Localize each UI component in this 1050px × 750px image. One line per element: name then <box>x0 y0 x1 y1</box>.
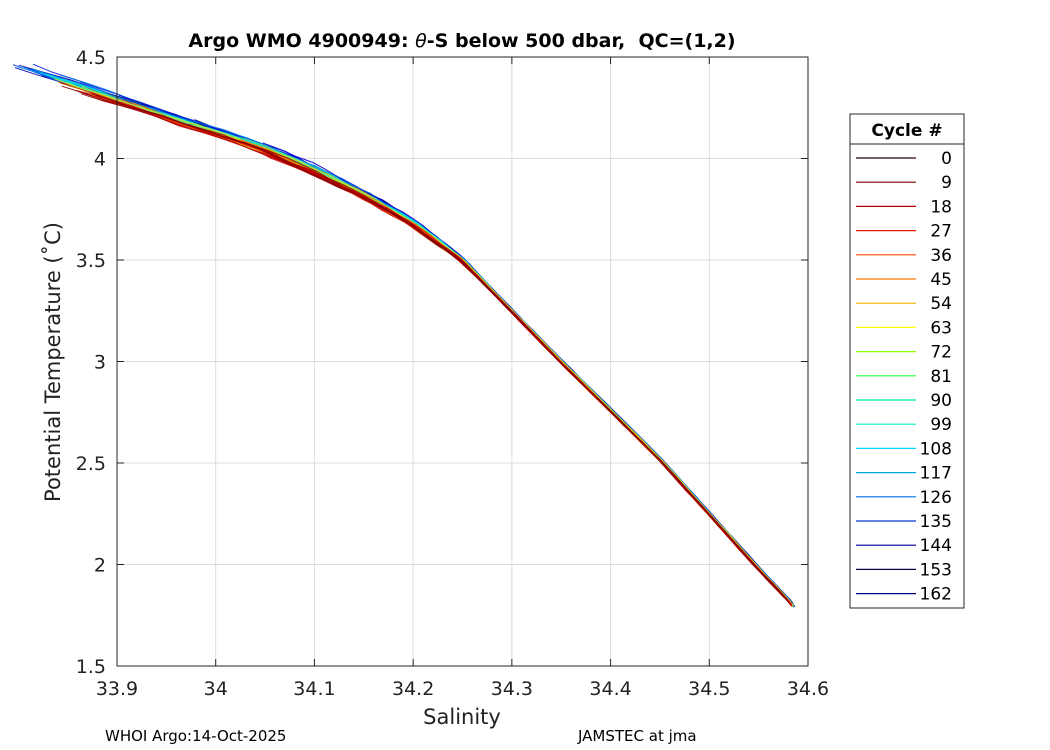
x-tick-label: 34.1 <box>293 678 335 700</box>
legend-label: 54 <box>930 294 952 314</box>
profile-line <box>91 93 790 604</box>
legend-label: 72 <box>930 343 952 363</box>
y-tick-label: 2.5 <box>76 453 106 475</box>
y-tick-label: 1.5 <box>76 656 106 678</box>
y-tick-labels: 1.5 2 2.5 3 3.5 4 4.5 <box>76 47 106 678</box>
chart-title: Argo WMO 4900949: θ-S below 500 dbar, QC… <box>188 30 735 52</box>
legend-box <box>849 113 965 609</box>
legend-label: 81 <box>930 367 952 387</box>
legend-label: 117 <box>920 464 952 484</box>
legend-label: 162 <box>920 585 952 605</box>
x-tick-label: 34 <box>204 678 228 700</box>
legend-label: 99 <box>930 415 952 435</box>
legend-label: 144 <box>920 536 952 556</box>
y-tick-label: 2 <box>94 555 106 577</box>
x-tick-labels: 33.9 34 34.1 34.2 34.3 34.4 34.5 34.6 <box>96 678 829 700</box>
x-tick-label: 34.3 <box>491 678 533 700</box>
y-tick-label: 4 <box>94 149 106 171</box>
legend-label: 0 <box>941 149 952 169</box>
legend-label: 18 <box>930 197 952 217</box>
legend-label: 90 <box>930 391 952 411</box>
x-tick-label: 33.9 <box>96 678 138 700</box>
y-tick-label: 4.5 <box>76 47 106 69</box>
x-tick-label: 34.2 <box>392 678 434 700</box>
legend-label: 63 <box>930 318 952 338</box>
x-axis-label: Salinity <box>423 705 501 729</box>
x-tick-label: 34.6 <box>787 678 829 700</box>
legend-label: 45 <box>930 270 952 290</box>
legend-entries: 0 9 18 27 36 45 54 63 72 81 90 99 108 117 126 135 144 153… <box>856 149 952 605</box>
y-tick-label: 3.5 <box>76 250 106 272</box>
legend-label: 27 <box>930 222 952 242</box>
legend: Cycle # 0 9 18 27 36 45 54 63 72 81 90 99 108 117 126 1… <box>849 113 965 609</box>
footer-left: WHOI Argo:14-Oct-2025 <box>105 727 286 745</box>
x-tick-label: 34.4 <box>589 678 631 700</box>
y-tick-label: 3 <box>94 352 106 374</box>
legend-label: 126 <box>920 488 952 508</box>
legend-label: 36 <box>930 246 952 266</box>
x-tick-label: 34.5 <box>688 678 730 700</box>
axis-ticks <box>116 56 809 667</box>
legend-label: 153 <box>920 560 952 580</box>
profile-curves <box>12 63 796 608</box>
legend-label: 9 <box>941 173 952 193</box>
legend-label: 108 <box>920 439 952 459</box>
footer-right: JAMSTEC at jma <box>577 727 697 745</box>
legend-title: Cycle # <box>871 121 942 141</box>
legend-label: 135 <box>920 512 952 532</box>
y-axis-label: Potential Temperature (˚C) <box>41 222 65 502</box>
